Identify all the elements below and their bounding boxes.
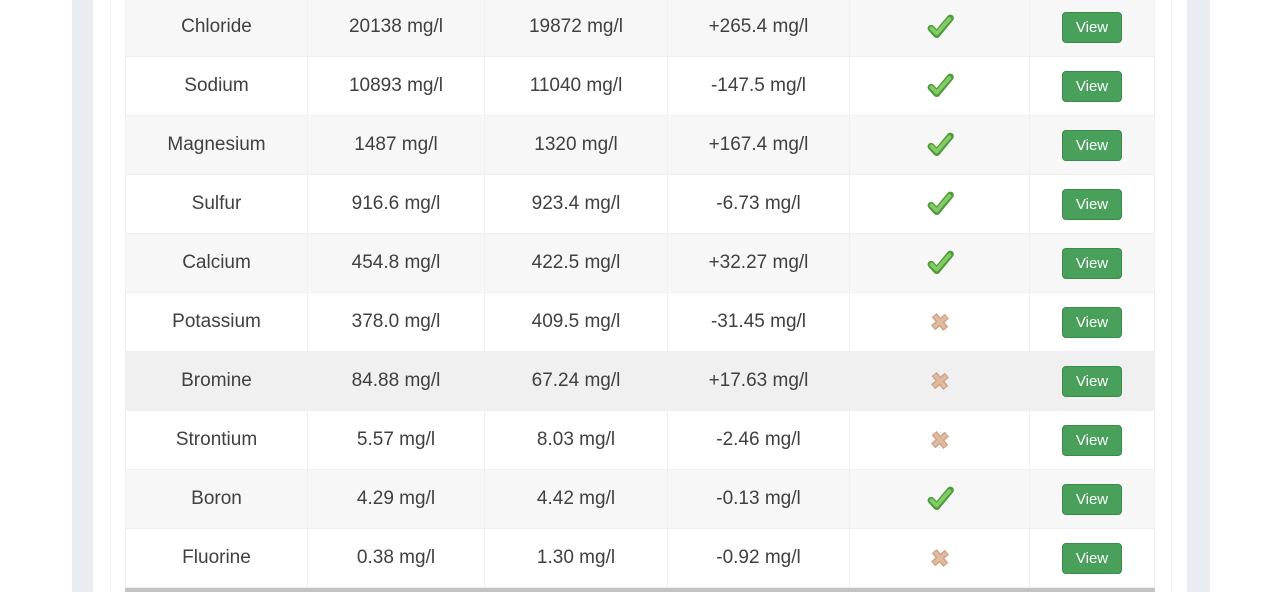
element-comparison-table: Chloride 20138 mg/l 19872 mg/l +265.4 mg… <box>125 0 1155 592</box>
action-cell: View <box>1029 116 1155 174</box>
status-ok-check-icon <box>925 248 955 278</box>
status-out-of-range-cross-icon <box>929 429 951 451</box>
status-out-of-range-cross-icon <box>929 370 951 392</box>
table-row: Calcium 454.8 mg/l 422.5 mg/l +32.27 mg/… <box>125 234 1155 293</box>
element-name: Calcium <box>125 234 307 292</box>
status-ok-check-icon <box>925 189 955 219</box>
table-row: Potassium 378.0 mg/l 409.5 mg/l -31.45 m… <box>125 293 1155 352</box>
left-page-margin-strip <box>72 0 93 592</box>
status-out-of-range-cross-icon <box>929 311 951 333</box>
value-1: 84.88 mg/l <box>307 352 484 410</box>
left-container-edge <box>110 0 111 592</box>
status-cell <box>849 411 1029 469</box>
difference-value: -6.73 mg/l <box>667 175 849 233</box>
status-cell <box>849 57 1029 115</box>
value-2: 422.5 mg/l <box>484 234 667 292</box>
status-ok-check-icon <box>925 12 955 42</box>
status-cell <box>849 234 1029 292</box>
value-1: 378.0 mg/l <box>307 293 484 351</box>
status-ok-check-icon <box>925 71 955 101</box>
status-cell <box>849 352 1029 410</box>
value-1: 5.57 mg/l <box>307 411 484 469</box>
value-2: 923.4 mg/l <box>484 175 667 233</box>
table-row: Sodium 10893 mg/l 11040 mg/l -147.5 mg/l… <box>125 57 1155 116</box>
difference-value: -0.92 mg/l <box>667 529 849 587</box>
difference-value: +32.27 mg/l <box>667 234 849 292</box>
value-2: 11040 mg/l <box>484 57 667 115</box>
difference-value: +167.4 mg/l <box>667 116 849 174</box>
difference-value: +17.63 mg/l <box>667 352 849 410</box>
table-row: Fluorine 0.38 mg/l 1.30 mg/l -0.92 mg/l … <box>125 529 1155 588</box>
element-name: Sodium <box>125 57 307 115</box>
table-row: Sulfur 916.6 mg/l 923.4 mg/l -6.73 mg/l … <box>125 175 1155 234</box>
view-button[interactable]: View <box>1061 188 1123 220</box>
view-button[interactable]: View <box>1061 424 1123 456</box>
value-2: 67.24 mg/l <box>484 352 667 410</box>
view-button[interactable]: View <box>1061 247 1123 279</box>
right-container-edge <box>1171 0 1172 592</box>
action-cell: View <box>1029 529 1155 587</box>
element-name: Chloride <box>125 0 307 56</box>
value-2: 1320 mg/l <box>484 116 667 174</box>
value-1: 10893 mg/l <box>307 57 484 115</box>
value-2: 409.5 mg/l <box>484 293 667 351</box>
action-cell: View <box>1029 411 1155 469</box>
status-cell <box>849 470 1029 528</box>
difference-value: -2.46 mg/l <box>667 411 849 469</box>
status-ok-check-icon <box>925 130 955 160</box>
table-row: Boron 4.29 mg/l 4.42 mg/l -0.13 mg/l Vie… <box>125 470 1155 529</box>
element-name: Magnesium <box>125 116 307 174</box>
action-cell: View <box>1029 352 1155 410</box>
action-cell: View <box>1029 0 1155 56</box>
action-cell: View <box>1029 175 1155 233</box>
view-button[interactable]: View <box>1061 70 1123 102</box>
view-button[interactable]: View <box>1061 306 1123 338</box>
value-1: 4.29 mg/l <box>307 470 484 528</box>
value-2: 4.42 mg/l <box>484 470 667 528</box>
value-1: 0.38 mg/l <box>307 529 484 587</box>
difference-value: -147.5 mg/l <box>667 57 849 115</box>
view-button[interactable]: View <box>1061 542 1123 574</box>
element-name: Fluorine <box>125 529 307 587</box>
table-row: Magnesium 1487 mg/l 1320 mg/l +167.4 mg/… <box>125 116 1155 175</box>
value-1: 916.6 mg/l <box>307 175 484 233</box>
value-1: 1487 mg/l <box>307 116 484 174</box>
table-row: Strontium 5.57 mg/l 8.03 mg/l -2.46 mg/l… <box>125 411 1155 470</box>
view-button[interactable]: View <box>1061 365 1123 397</box>
action-cell: View <box>1029 57 1155 115</box>
status-out-of-range-cross-icon <box>929 547 951 569</box>
view-button[interactable]: View <box>1061 483 1123 515</box>
action-cell: View <box>1029 293 1155 351</box>
element-name: Boron <box>125 470 307 528</box>
view-button[interactable]: View <box>1061 129 1123 161</box>
value-1: 454.8 mg/l <box>307 234 484 292</box>
element-name: Sulfur <box>125 175 307 233</box>
status-cell <box>849 529 1029 587</box>
value-1: 20138 mg/l <box>307 0 484 56</box>
status-cell <box>849 116 1029 174</box>
value-2: 8.03 mg/l <box>484 411 667 469</box>
status-cell <box>849 293 1029 351</box>
table-row: Bromine 84.88 mg/l 67.24 mg/l +17.63 mg/… <box>125 352 1155 411</box>
element-name: Strontium <box>125 411 307 469</box>
right-page-margin-strip <box>1187 0 1210 592</box>
element-name: Potassium <box>125 293 307 351</box>
difference-value: -0.13 mg/l <box>667 470 849 528</box>
value-2: 19872 mg/l <box>484 0 667 56</box>
element-name: Bromine <box>125 352 307 410</box>
table-bottom-border <box>125 588 1155 592</box>
difference-value: -31.45 mg/l <box>667 293 849 351</box>
status-cell <box>849 175 1029 233</box>
status-cell <box>849 0 1029 56</box>
difference-value: +265.4 mg/l <box>667 0 849 56</box>
view-button[interactable]: View <box>1061 11 1123 43</box>
status-ok-check-icon <box>925 484 955 514</box>
value-2: 1.30 mg/l <box>484 529 667 587</box>
action-cell: View <box>1029 470 1155 528</box>
table-row: Chloride 20138 mg/l 19872 mg/l +265.4 mg… <box>125 0 1155 57</box>
action-cell: View <box>1029 234 1155 292</box>
